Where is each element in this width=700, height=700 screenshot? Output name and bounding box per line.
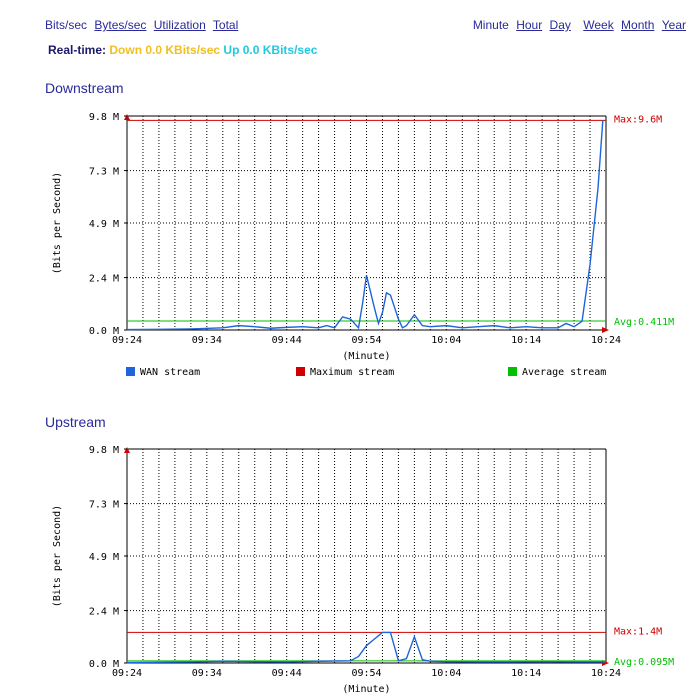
down-y-tick-label: 2.4 M (89, 274, 119, 285)
range-day-link[interactable]: Day (549, 18, 571, 32)
up-x-tick-label: 09:34 (192, 668, 222, 679)
unit-total-link[interactable]: Total (212, 18, 239, 32)
down-avg-label: Avg:0.411M (614, 317, 674, 328)
up-x-tick-label: 10:04 (431, 668, 461, 679)
range-month-link[interactable]: Month (621, 18, 655, 32)
up-avg-label: Avg:0.095M (614, 657, 674, 668)
up-y-tick-label: 0.0 M (89, 659, 119, 670)
unit-bytes-link[interactable]: Bytes/sec (94, 18, 147, 32)
down-x-tick-label: 09:44 (272, 335, 302, 346)
range-minute-link[interactable]: Minute (472, 18, 509, 32)
down-x-arrow (602, 327, 609, 333)
downstream-title: Downstream (45, 80, 124, 96)
range-hour-link[interactable]: Hour (516, 18, 543, 32)
range-week-link[interactable]: Week (583, 18, 614, 32)
down-legend-label: Maximum stream (310, 367, 394, 378)
up-x-axis-label: (Minute) (342, 684, 390, 695)
up-y-arrow (124, 447, 130, 453)
down-x-axis-label: (Minute) (342, 351, 390, 362)
up-y-tick-label: 4.9 M (89, 552, 119, 563)
up-x-tick-label: 10:24 (591, 668, 621, 679)
down-y-tick-label: 9.8 M (89, 112, 119, 123)
realtime-up: Up 0.0 KBits/sec (223, 43, 318, 57)
down-legend-label: WAN stream (140, 367, 200, 378)
range-nav: Minute Hour Day Week Month Year (469, 18, 686, 32)
down-x-tick-label: 10:04 (431, 335, 461, 346)
down-legend-swatch (126, 367, 135, 376)
down-x-tick-label: 09:54 (351, 335, 381, 346)
down-legend-label: Average stream (522, 367, 606, 378)
down-x-tick-label: 10:14 (511, 335, 541, 346)
unit-bits-link[interactable]: Bits/sec (45, 18, 88, 32)
range-year-link[interactable]: Year (661, 18, 686, 32)
up-x-tick-label: 09:24 (112, 668, 142, 679)
down-y-axis-label: (Bits per Second) (52, 172, 63, 274)
up-x-tick-label: 09:44 (272, 668, 302, 679)
down-x-tick-label: 10:24 (591, 335, 621, 346)
realtime-label: Real-time: (48, 43, 107, 57)
down-y-tick-label: 4.9 M (89, 219, 119, 230)
down-y-tick-label: 7.3 M (89, 167, 119, 178)
up-y-axis-label: (Bits per Second) (52, 505, 63, 607)
up-y-tick-label: 9.8 M (89, 445, 119, 456)
down-legend-swatch (296, 367, 305, 376)
down-y-tick-label: 0.0 M (89, 326, 119, 337)
upstream-title: Upstream (45, 414, 106, 430)
unit-nav: Bits/sec Bytes/sec Utilization Total (45, 18, 242, 32)
down-wan-series (126, 120, 604, 331)
down-plot: 0.0 M 2.4 M 4.9 M 7.3 M 9.8 M 09:24 09:34 09:44… (52, 112, 674, 378)
up-plot: 0.0 M 2.4 M 4.9 M 7.3 M 9.8 M 09:24 09:34 09:44… (52, 445, 674, 695)
up-wan-series (126, 631, 606, 664)
up-max-label: Max:1.4M (614, 626, 662, 637)
up-y-tick-label: 7.3 M (89, 500, 119, 511)
up-x-tick-label: 09:54 (351, 668, 381, 679)
unit-utilization-link[interactable]: Utilization (153, 18, 206, 32)
down-max-label: Max:9.6M (614, 114, 662, 125)
down-y-arrow (124, 114, 130, 120)
up-y-tick-label: 2.4 M (89, 607, 119, 618)
down-x-tick-label: 09:34 (192, 335, 222, 346)
realtime-status: Real-time: Down 0.0 KBits/sec Up 0.0 KBi… (48, 43, 317, 57)
down-x-tick-label: 09:24 (112, 335, 142, 346)
realtime-down: Down 0.0 KBits/sec (109, 43, 221, 57)
up-x-tick-label: 10:14 (511, 668, 541, 679)
down-legend: WAN stream Maximum stream Average stream (126, 367, 606, 378)
down-legend-swatch (508, 367, 517, 376)
